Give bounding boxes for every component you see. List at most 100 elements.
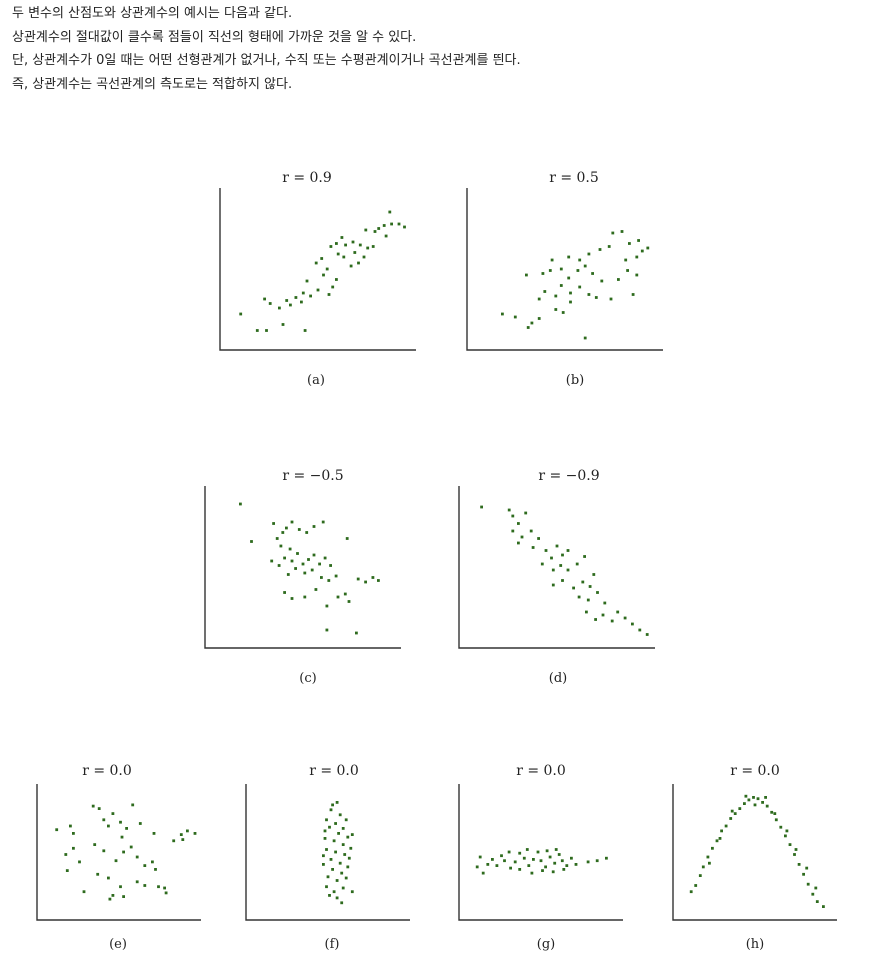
scatter-point-h-29 xyxy=(822,905,825,908)
scatter-point-b-16 xyxy=(594,296,598,299)
scatter-point-a-38 xyxy=(377,227,381,230)
scatter-point-h-31 xyxy=(718,837,722,840)
scatter-point-c-5 xyxy=(285,526,288,530)
scatter-point-h-28 xyxy=(815,900,819,903)
scatter-point-d-33 xyxy=(594,618,597,621)
scatter-point-e-10 xyxy=(107,824,110,828)
chart-caption-c: (c) xyxy=(299,671,316,686)
scatter-point-a-36 xyxy=(364,228,368,232)
scatter-point-c-16 xyxy=(290,559,294,563)
scatter-point-c-35 xyxy=(314,588,318,591)
scatter-point-f-3 xyxy=(325,818,328,822)
scatter-point-b-26 xyxy=(591,272,594,275)
chart-axes-h xyxy=(672,784,837,921)
scatter-point-b-41 xyxy=(628,242,631,245)
scatter-point-e-12 xyxy=(119,820,122,824)
scatter-point-e-27 xyxy=(107,876,110,880)
scatter-point-g-28 xyxy=(507,850,511,854)
scatter-point-h-10 xyxy=(733,812,737,815)
scatter-point-e-34 xyxy=(164,891,168,895)
scatter-point-d-15 xyxy=(566,549,570,552)
scatter-point-a-31 xyxy=(344,243,347,247)
chart-title-f: r = 0.0 xyxy=(309,763,359,779)
scatter-point-h-32 xyxy=(730,809,734,813)
scatter-point-d-34 xyxy=(601,613,605,617)
scatter-point-h-26 xyxy=(806,882,810,886)
scatter-point-g-3 xyxy=(491,858,494,861)
scatter-point-c-39 xyxy=(347,600,351,603)
scatter-point-d-28 xyxy=(577,595,581,599)
scatter-point-a-11 xyxy=(301,291,305,295)
scatter-point-d-38 xyxy=(631,622,634,626)
scatter-point-c-6 xyxy=(290,520,294,524)
scatter-point-d-13 xyxy=(555,544,559,548)
scatter-point-c-34 xyxy=(303,595,307,599)
scatter-point-a-20 xyxy=(314,261,318,265)
scatter-point-h-6 xyxy=(715,839,719,843)
scatter-point-c-4 xyxy=(281,531,285,534)
scatter-point-g-27 xyxy=(562,868,566,871)
scatter-point-e-38 xyxy=(108,897,112,901)
scatter-point-a-34 xyxy=(366,246,370,250)
scatter-point-f-15 xyxy=(343,853,347,856)
scatter-point-a-32 xyxy=(351,240,355,244)
scatter-point-a-30 xyxy=(335,242,338,245)
scatter-point-a-1 xyxy=(255,329,259,332)
scatter-point-e-32 xyxy=(157,885,160,889)
scatter-point-g-35 xyxy=(481,871,485,875)
scatter-point-g-17 xyxy=(553,861,557,865)
scatter-point-h-37 xyxy=(785,829,789,833)
scatter-point-h-33 xyxy=(744,794,748,798)
scatter-point-d-24 xyxy=(572,586,575,590)
scatter-point-a-8 xyxy=(285,299,289,302)
scatter-point-e-8 xyxy=(97,807,101,810)
scatter-point-f-21 xyxy=(340,871,344,875)
scatter-point-e-36 xyxy=(111,894,115,897)
scatter-point-f-20 xyxy=(331,868,334,871)
scatter-point-h-1 xyxy=(694,884,698,887)
scatter-point-h-30 xyxy=(708,861,711,865)
scatter-point-d-30 xyxy=(596,591,599,594)
intro-line-2: 상관계수의 절대값이 클수록 점들이 직선의 형태에 가까운 것을 알 수 있다… xyxy=(12,29,417,45)
chart-caption-g: (g) xyxy=(537,937,555,952)
scatter-point-f-29 xyxy=(350,890,354,894)
scatter-point-f-35 xyxy=(322,854,325,858)
scatter-point-g-33 xyxy=(595,859,599,863)
scatter-point-g-10 xyxy=(522,856,526,860)
scatter-point-f-34 xyxy=(349,846,353,850)
scatter-point-h-9 xyxy=(729,817,733,820)
scatter-panel-b: r = 0.5 (b) xyxy=(466,160,667,392)
scatter-point-g-4 xyxy=(495,864,499,867)
scatter-point-c-24 xyxy=(286,573,290,576)
scatter-point-h-22 xyxy=(788,843,792,846)
scatter-point-d-2 xyxy=(511,514,515,518)
scatter-point-h-7 xyxy=(720,829,723,833)
scatter-point-d-37 xyxy=(623,616,627,620)
scatter-point-f-2 xyxy=(338,813,342,817)
scatter-point-b-29 xyxy=(631,293,635,296)
scatter-panel-h: r = 0.0 (h) xyxy=(672,758,843,954)
scatter-point-a-23 xyxy=(336,252,340,256)
scatter-point-h-34 xyxy=(753,803,757,807)
scatter-point-g-2 xyxy=(486,863,490,866)
scatter-point-g-32 xyxy=(586,860,590,864)
scatter-chart-c: r = −0.5 (c) xyxy=(204,468,401,686)
scatter-point-f-8 xyxy=(346,835,350,839)
scatter-point-a-33 xyxy=(358,243,362,247)
scatter-panel-e: r = 0.0 (e) xyxy=(36,758,207,954)
scatter-point-c-18 xyxy=(301,562,305,566)
scatter-point-c-13 xyxy=(270,559,274,563)
scatter-point-h-8 xyxy=(724,824,728,828)
scatter-point-b-39 xyxy=(640,249,644,253)
scatter-point-f-7 xyxy=(337,832,340,835)
scatter-chart-d: r = −0.9 (d) xyxy=(458,468,655,686)
scatter-point-e-9 xyxy=(102,818,106,822)
scatter-point-d-1 xyxy=(507,508,511,512)
scatter-point-e-15 xyxy=(131,803,135,807)
scatter-point-a-4 xyxy=(303,329,307,332)
chart-title-d: r = −0.9 xyxy=(538,468,599,484)
scatter-point-g-20 xyxy=(565,864,569,867)
scatter-point-h-4 xyxy=(706,855,710,859)
scatter-point-c-8 xyxy=(288,547,292,551)
scatter-point-b-11 xyxy=(554,294,558,298)
